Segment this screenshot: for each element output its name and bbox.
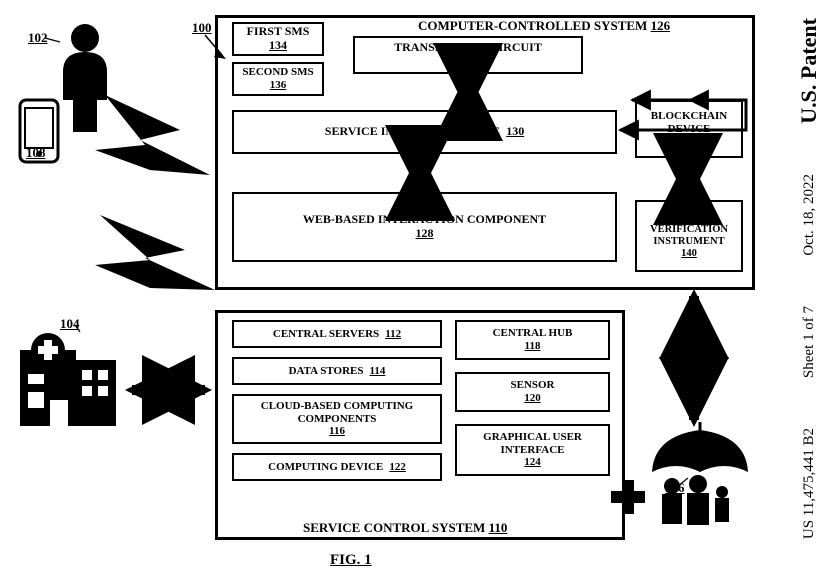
gui-label: GRAPHICAL USER INTERFACE (461, 431, 604, 456)
header-sheet: Sheet 1 of 7 (801, 306, 818, 378)
patent-header: U.S. Patent Oct. 18, 2022 Sheet 1 of 7 U… (779, 0, 839, 579)
sid-ref: 130 (506, 125, 524, 139)
figure-label: FIG. 1 (330, 552, 372, 569)
wic-label: WEB-BASED INTERACTION COMPONENT (303, 213, 546, 227)
computing-device-box: COMPUTING DEVICE 122 (232, 453, 442, 481)
hub-ref: 118 (525, 340, 541, 353)
sensor-label: SENSOR (510, 379, 554, 392)
gui-ref: 124 (524, 456, 541, 469)
sensor-box: SENSOR 120 (455, 372, 610, 412)
first-sms-label: FIRST SMS (247, 25, 310, 39)
data-stores-box: DATA STORES 114 (232, 357, 442, 385)
header-number: US 11,475,441 B2 (801, 428, 818, 539)
tx-ref: 132 (459, 55, 477, 69)
central-servers-ref: 112 (385, 328, 401, 341)
second-sms-ref: 136 (270, 79, 287, 92)
diagram: 102 108 104 106 100 COMPUTER-CONTROLLED … (0, 0, 770, 579)
person-icon (63, 24, 107, 132)
insurance-ref: 106 (665, 480, 685, 496)
bolt-bottom-icon (95, 215, 215, 290)
hospital-icon (20, 333, 116, 426)
cloud-label: CLOUD-BASED COMPUTING COMPONENTS (238, 400, 436, 425)
bc-box: BLOCKCHAIN DEVICE 138 (635, 100, 743, 158)
hub-label: CENTRAL HUB (493, 327, 573, 340)
cloud-ref: 116 (329, 425, 345, 438)
cvi-box: CENTRAL VERIFICATION INSTRUMENT 140 (635, 200, 743, 272)
bc-label: BLOCKCHAIN DEVICE (641, 110, 737, 135)
bolt-top-icon (95, 95, 210, 175)
first-sms-box: FIRST SMS 134 (232, 22, 324, 56)
scs-title: SERVICE CONTROL SYSTEM (303, 520, 485, 535)
phone-ref: 108 (26, 145, 46, 161)
hub-box: CENTRAL HUB 118 (455, 320, 610, 360)
cvi-ref: 140 (681, 248, 697, 260)
computing-device-ref: 122 (389, 461, 406, 474)
computing-device-label: COMPUTING DEVICE (268, 461, 383, 474)
ccs-title-row: COMPUTER-CONTROLLED SYSTEM 126 (418, 18, 670, 34)
scs-title-row: SERVICE CONTROL SYSTEM 110 (303, 520, 507, 536)
sensor-ref: 120 (524, 392, 541, 405)
ccs-ref: 126 (651, 18, 671, 33)
second-sms-label: SECOND SMS (242, 66, 313, 79)
sid-label: SERVICE INTERFACE DEVICE (325, 125, 500, 139)
header-patent: U.S. Patent (796, 18, 822, 124)
gui-box: GRAPHICAL USER INTERFACE 124 (455, 424, 610, 476)
tx-label: TRANSMISSION CIRCUIT (394, 41, 542, 55)
hospital-ref: 104 (60, 316, 80, 332)
system-ref: 100 (192, 20, 212, 36)
wic-ref: 128 (416, 227, 434, 241)
tx-box: TRANSMISSION CIRCUIT 132 (353, 36, 583, 74)
insurance-icon (611, 422, 748, 525)
bc-ref: 138 (681, 135, 698, 148)
first-sms-ref: 134 (269, 39, 287, 53)
person-ref: 102 (28, 30, 48, 46)
central-servers-label: CENTRAL SERVERS (273, 328, 379, 341)
ccs-title: COMPUTER-CONTROLLED SYSTEM (418, 18, 647, 33)
cloud-box: CLOUD-BASED COMPUTING COMPONENTS 116 (232, 394, 442, 444)
cvi-label: CENTRAL VERIFICATION INSTRUMENT (641, 212, 737, 248)
data-stores-ref: 114 (369, 365, 385, 378)
scs-ref: 110 (489, 520, 508, 535)
sid-box: SERVICE INTERFACE DEVICE 130 (232, 110, 617, 154)
central-servers-box: CENTRAL SERVERS 112 (232, 320, 442, 348)
wic-box: WEB-BASED INTERACTION COMPONENT 128 (232, 192, 617, 262)
data-stores-label: DATA STORES (289, 365, 364, 378)
header-date: Oct. 18, 2022 (801, 174, 818, 256)
second-sms-box: SECOND SMS 136 (232, 62, 324, 96)
